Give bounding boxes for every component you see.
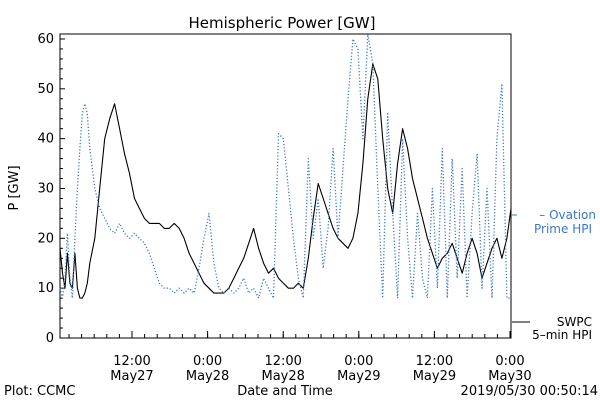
x-tick-label-date: May28	[261, 369, 304, 384]
x-tick-label-date: May29	[413, 369, 456, 384]
x-axis-label: Date and Time	[237, 384, 333, 399]
y-tick-label: 50	[37, 82, 54, 97]
x-axis: 12:00May270:00May2812:00May280:00May2912…	[68, 331, 532, 384]
x-tick-label-time: 12:00	[264, 354, 301, 369]
y-tick-label: 0	[46, 331, 54, 346]
legend-swpc: SWPC 5–min HPI	[512, 315, 592, 342]
y-tick-label: 10	[37, 281, 54, 296]
x-tick-label-time: 0:00	[193, 354, 222, 369]
legend-ovation: – Ovation Prime HPI	[512, 208, 596, 236]
y-tick-label: 60	[37, 32, 54, 47]
footer-right: 2019/05/30 00:50:14	[461, 384, 598, 399]
x-tick-label-time: 0:00	[344, 354, 373, 369]
chart-title: Hemispheric Power [GW]	[189, 14, 376, 32]
y-tick-label: 20	[37, 231, 54, 246]
y-axis-label: P [GW]	[7, 165, 22, 210]
x-tick-label-time: 12:00	[113, 354, 150, 369]
y-tick-label: 40	[37, 132, 54, 147]
y-tick-label: 30	[37, 181, 54, 196]
plot-frame	[59, 33, 512, 339]
x-tick-label-date: May27	[110, 369, 153, 384]
legend-swpc-line2: 5–min HPI	[532, 328, 592, 342]
x-tick-label-date: May29	[337, 369, 380, 384]
x-tick-label-time: 0:00	[495, 354, 524, 369]
ovation-prime-series-line	[59, 33, 511, 299]
y-axis: 0 10 20 30 40 50 60	[37, 32, 65, 346]
x-tick-label-date: May30	[488, 369, 531, 384]
x-tick-label-time: 12:00	[416, 354, 453, 369]
legend-swpc-line1: SWPC	[557, 315, 592, 329]
series-layer	[59, 33, 512, 299]
legend-ovation-line2: Prime HPI	[534, 222, 592, 236]
x-tick-label-date: May28	[186, 369, 229, 384]
swpc-series-line	[59, 63, 512, 299]
footer-left: Plot: CCMC	[4, 384, 75, 399]
legend-ovation-line1: – Ovation	[539, 208, 596, 222]
